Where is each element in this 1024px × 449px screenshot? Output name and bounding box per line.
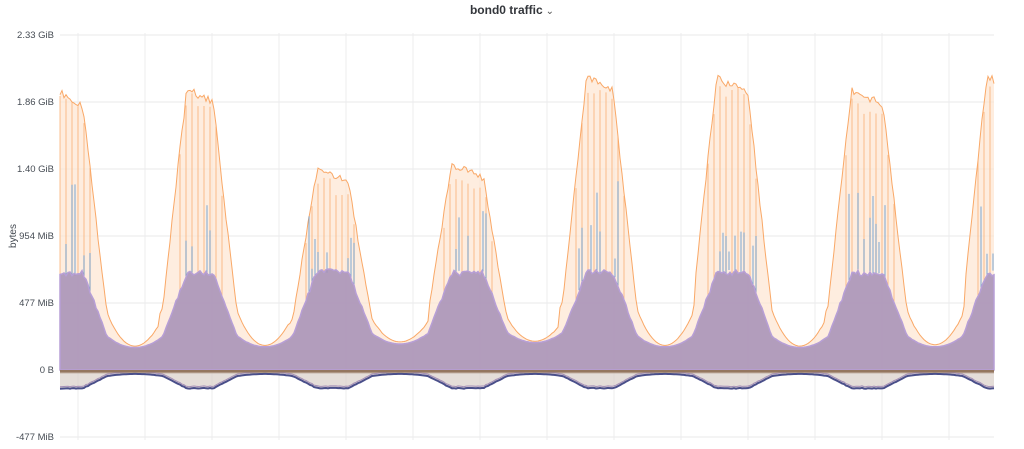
panel-title-text: bond0 traffic bbox=[469, 3, 543, 17]
chevron-down-icon[interactable]: ⌄ bbox=[545, 6, 555, 17]
series-received-area bbox=[59, 268, 995, 371]
panel-title[interactable]: bond0 traffic ⌄ bbox=[0, 3, 1024, 17]
y-tick-label: 954 MiB bbox=[19, 231, 54, 242]
series-total-line bbox=[59, 74, 995, 347]
y-tick-label: 477 MiB bbox=[19, 298, 54, 309]
series-transmit-band-top bbox=[60, 370, 994, 373]
y-tick-label: 1.40 GiB bbox=[17, 164, 54, 175]
y-tick-label: 0 B bbox=[40, 365, 54, 376]
series-total-area bbox=[60, 75, 994, 371]
y-tick-label: 1.86 GiB bbox=[17, 97, 54, 108]
y-tick-label: -477 MiB bbox=[16, 432, 54, 443]
y-tick-label: 2.33 GiB bbox=[17, 30, 54, 41]
series-transmit-line bbox=[59, 372, 995, 390]
y-axis-label: bytes bbox=[8, 224, 19, 248]
